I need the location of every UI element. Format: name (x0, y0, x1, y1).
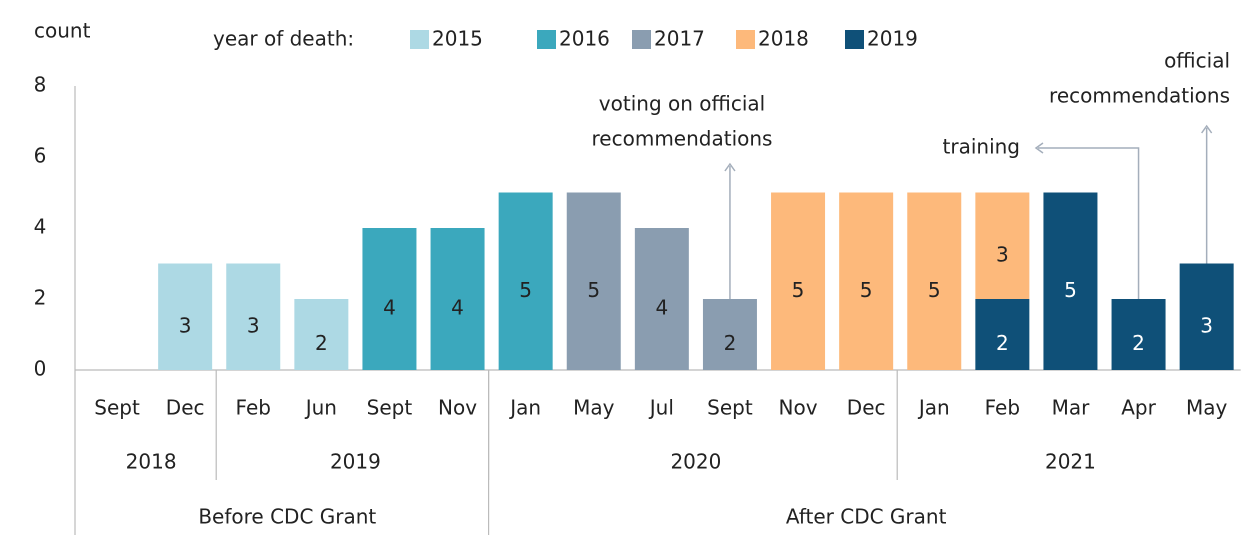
x-tick-label: Nov (779, 396, 818, 420)
year-label: 2021 (1045, 450, 1096, 474)
legend-swatch (410, 30, 429, 49)
y-tick-label: 2 (34, 286, 47, 310)
y-tick-label: 8 (34, 73, 47, 97)
bar (362, 228, 417, 370)
bar (430, 228, 485, 370)
y-axis-label: count (34, 19, 91, 43)
value-label: 3 (1200, 313, 1213, 337)
value-label: 2 (724, 331, 737, 355)
bar (1043, 192, 1098, 370)
legend-label: 2019 (867, 27, 918, 51)
year-label: 2020 (670, 450, 721, 474)
value-label: 3 (179, 313, 192, 337)
value-label: 4 (451, 296, 464, 320)
x-tick-label: Sept (707, 396, 753, 420)
x-tick-label: Dec (847, 396, 886, 420)
legend-label: 2015 (432, 27, 483, 51)
bar (975, 299, 1030, 370)
x-tick-label: Sept (94, 396, 140, 420)
y-tick-label: 6 (34, 144, 47, 168)
year-label: 2019 (330, 450, 381, 474)
period-label: Before CDC Grant (198, 505, 376, 529)
annotation: voting on official (599, 92, 765, 116)
bar (975, 192, 1030, 299)
value-label: 4 (655, 296, 668, 320)
x-tick-label: Jan (508, 396, 541, 420)
legend-label: 2016 (559, 27, 610, 51)
x-tick-label: Jul (648, 396, 674, 420)
value-label: 5 (860, 278, 873, 302)
bar (566, 192, 621, 370)
value-label: 2 (996, 331, 1009, 355)
bar (702, 299, 757, 370)
y-tick-label: 4 (34, 215, 47, 239)
bar (1111, 299, 1166, 370)
value-label: 5 (792, 278, 805, 302)
x-tick-label: Mar (1052, 396, 1091, 420)
year-label: 2018 (126, 450, 177, 474)
bar (294, 299, 349, 370)
x-tick-label: Apr (1121, 396, 1156, 420)
value-label: 5 (1064, 278, 1077, 302)
bar (226, 263, 281, 370)
annotation: official (1164, 49, 1230, 73)
annotation: recommendations (592, 127, 773, 151)
annotation: training (943, 135, 1020, 159)
bar (1179, 263, 1234, 370)
value-label: 3 (247, 313, 260, 337)
value-label: 5 (928, 278, 941, 302)
x-tick-label: Feb (985, 396, 1020, 420)
bar (771, 192, 826, 370)
legend-swatch (736, 30, 755, 49)
bar (634, 228, 689, 370)
x-tick-label: Jan (917, 396, 950, 420)
x-tick-label: Dec (166, 396, 205, 420)
legend-label: 2017 (654, 27, 705, 51)
bar (498, 192, 553, 370)
bar (839, 192, 894, 370)
bar (907, 192, 962, 370)
value-label: 5 (519, 278, 532, 302)
annotation-arrow (1034, 142, 1140, 299)
x-tick-label: Feb (236, 396, 271, 420)
legend-swatch (537, 30, 556, 49)
x-tick-label: May (573, 396, 615, 420)
legend-title: year of death: (213, 27, 354, 51)
value-label: 4 (383, 296, 396, 320)
x-tick-label: Sept (367, 396, 413, 420)
x-tick-label: Jun (304, 396, 337, 420)
value-label: 3 (996, 242, 1009, 266)
value-label: 5 (587, 278, 600, 302)
annotation: recommendations (1049, 84, 1230, 108)
y-tick-label: 0 (34, 357, 47, 381)
legend-swatch (632, 30, 651, 49)
bar (158, 263, 213, 370)
value-label: 2 (1132, 331, 1145, 355)
legend-swatch (845, 30, 864, 49)
x-tick-label: Nov (438, 396, 477, 420)
legend-label: 2018 (758, 27, 809, 51)
period-label: After CDC Grant (786, 505, 947, 529)
x-tick-label: May (1186, 396, 1228, 420)
value-label: 2 (315, 331, 328, 355)
